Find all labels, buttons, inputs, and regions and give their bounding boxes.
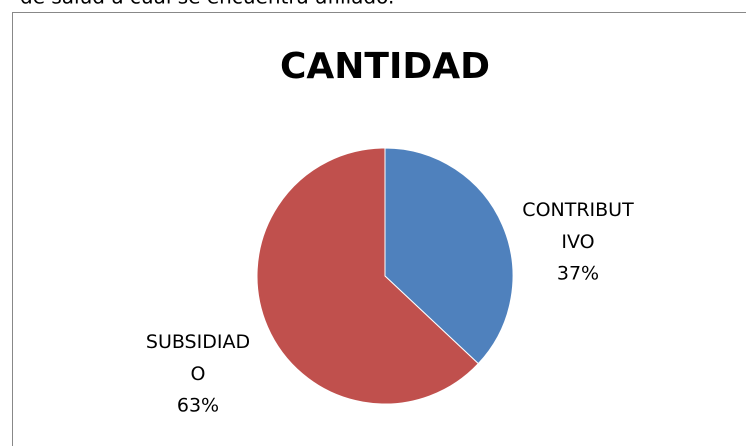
- slice-value-label: 37%: [557, 263, 599, 285]
- pie-slice: [384, 147, 514, 365]
- slice-label: SUBSIDIAD O: [146, 331, 250, 385]
- pie-slice: [256, 147, 480, 405]
- slice-label: CONTRIBUT IVO: [522, 199, 634, 253]
- caption: de salud a cual se encuentra afiliado.: [20, 0, 394, 9]
- slice-value-label: 63%: [177, 395, 219, 417]
- chart-title: CANTIDAD: [280, 46, 490, 87]
